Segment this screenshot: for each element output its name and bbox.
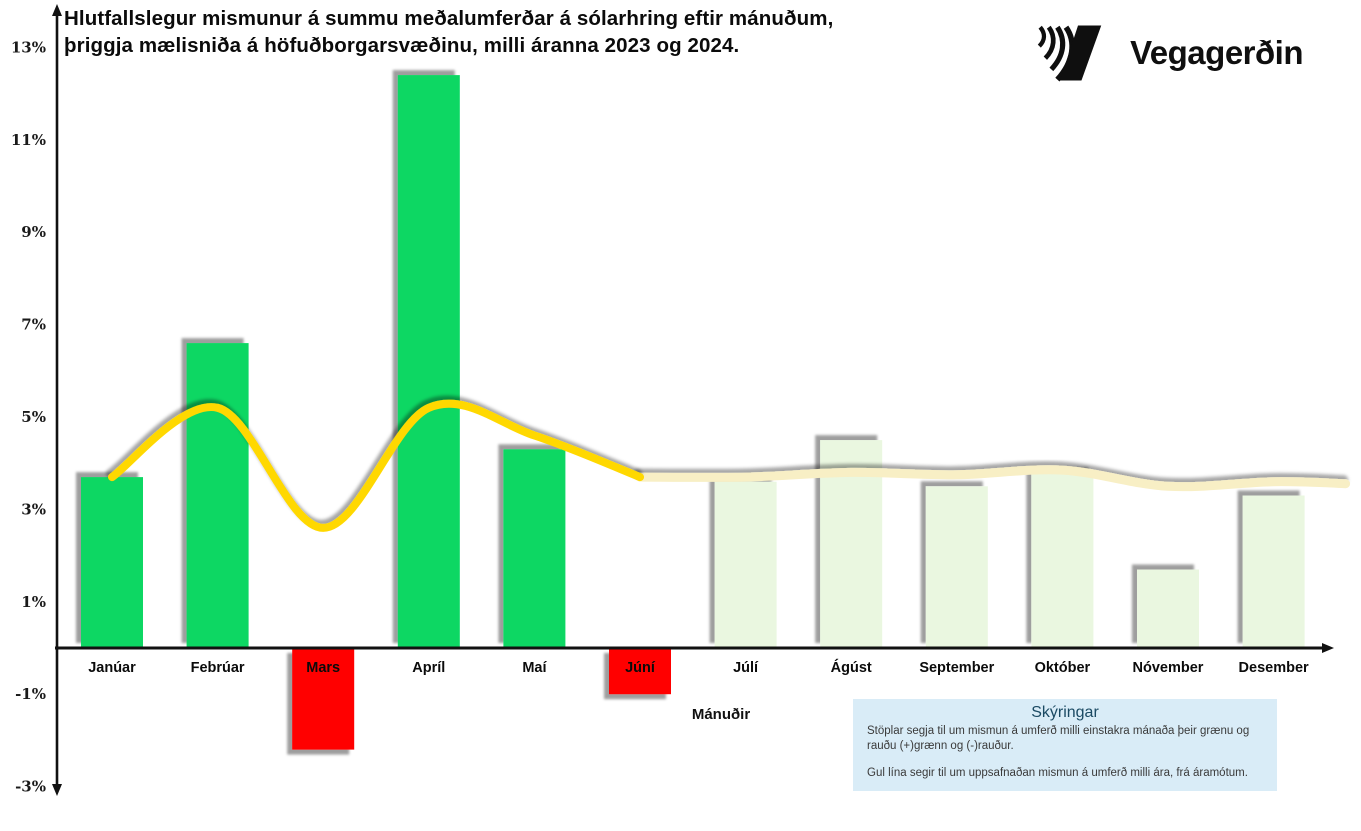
x-label-september: September — [919, 660, 994, 676]
x-label-janúar: Janúar — [88, 660, 136, 676]
cumulative-line-solid — [108, 399, 644, 532]
y-tick-7: 7% — [21, 316, 46, 334]
cumulative-line-layer — [108, 399, 1351, 532]
bar-nóvember — [1137, 569, 1199, 648]
y-tick--3: -3% — [15, 778, 46, 796]
bar-september — [925, 486, 988, 648]
bar-janúar — [81, 477, 143, 648]
legend-line-description: Gul lína segir til um uppsafnaðan mismun… — [867, 766, 1248, 779]
bar-mars — [292, 648, 355, 750]
bar-febrúar — [186, 343, 249, 648]
bar-desember — [1242, 495, 1305, 648]
axis-labels-layer: 13% 11% 9% 7% 5% 3% 1% -1% -3% Janúar Febrúar Mars A… — [11, 38, 1309, 795]
y-tick-3: 3% — [21, 500, 46, 518]
legend-bars-description: Stöplar segja til um mismun á umferð mil… — [867, 725, 1250, 752]
vegagerdin-logo: Vegagerðin — [1029, 22, 1303, 84]
x-label-júlí: Júlí — [733, 660, 759, 676]
x-label-ágúst: Ágúst — [831, 659, 872, 676]
y-tick-11: 11% — [11, 131, 46, 149]
y-tick-5: 5% — [21, 408, 46, 426]
bar-júlí — [714, 481, 777, 648]
y-tick-13: 13% — [11, 38, 46, 56]
x-axis-title: Mánuðir — [691, 706, 751, 723]
x-label-október: Október — [1035, 660, 1091, 676]
y-tick--1: -1% — [15, 685, 46, 703]
axis-layer — [52, 4, 1334, 796]
bar-október — [1031, 472, 1094, 648]
bar-maí — [503, 449, 566, 648]
vegagerdin-logo-icon — [1037, 25, 1102, 82]
axis-part — [52, 4, 62, 16]
x-label-desember: Desember — [1239, 660, 1309, 676]
y-tick-1: 1% — [21, 593, 46, 611]
chart-title: Hlutfallslegur mismunur á summu meðalumf… — [64, 7, 834, 58]
legend-title: Skýringar — [1031, 704, 1099, 721]
x-label-mars: Mars — [306, 660, 340, 676]
bar-apríl — [397, 75, 460, 649]
vegagerdin-logo-text: Vegagerðin — [1130, 34, 1303, 71]
y-tick-9: 9% — [21, 223, 46, 241]
x-label-nóvember: Nóvember — [1133, 660, 1204, 676]
x-label-maí: Maí — [522, 660, 547, 676]
x-label-júní: Júní — [625, 660, 656, 676]
axis-part — [52, 784, 62, 796]
cumulative-line-faded — [635, 465, 1351, 492]
bars-layer — [81, 75, 1305, 750]
bar-júní — [609, 648, 671, 695]
x-label-apríl: Apríl — [412, 660, 445, 676]
legend-box: Skýringar Stöplar segja til um mismun á … — [853, 699, 1277, 791]
x-label-febrúar: Febrúar — [191, 660, 245, 676]
axis-part — [1322, 643, 1334, 653]
